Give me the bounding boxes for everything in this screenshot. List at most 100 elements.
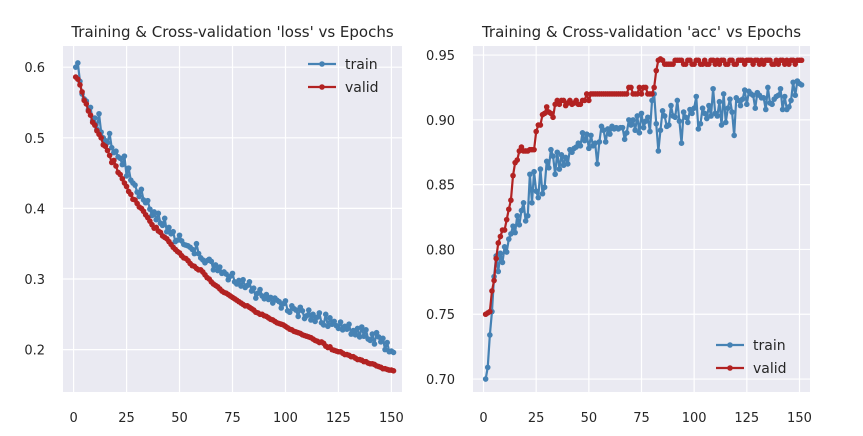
data-point-train [384, 339, 390, 346]
data-point-valid [91, 122, 98, 128]
data-point-train [159, 222, 166, 229]
data-point-train [282, 298, 289, 304]
data-point-train [657, 127, 664, 134]
data-point-valid [653, 67, 660, 74]
data-point-train [312, 318, 318, 325]
data-point-train [701, 110, 708, 117]
data-point-train [539, 190, 546, 197]
data-point-train [361, 333, 367, 340]
data-point-valid [798, 57, 805, 64]
legend-marker-valid [319, 84, 325, 90]
data-point-train [155, 210, 162, 217]
data-point-valid [510, 172, 516, 179]
x-tick-label: 125 [734, 411, 759, 426]
data-point-train [322, 311, 329, 318]
data-point-train [354, 325, 361, 332]
data-point-train [725, 105, 731, 112]
data-point-train [672, 114, 678, 121]
data-point-valid [506, 206, 512, 213]
data-point-train [261, 295, 268, 302]
data-point-valid [501, 227, 508, 233]
data-point-train [267, 294, 274, 301]
data-point-train [706, 102, 712, 109]
data-point-train [579, 130, 586, 136]
data-point-valid [543, 104, 550, 110]
data-point-valid [497, 233, 504, 240]
data-point-train [236, 277, 242, 284]
data-point-train [191, 250, 198, 257]
data-point-train [524, 212, 531, 219]
data-point-train [788, 97, 794, 104]
data-point-train [680, 109, 687, 115]
data-point-train [630, 117, 636, 123]
data-point-train [371, 341, 378, 347]
data-point-train [744, 101, 750, 108]
data-point-train [506, 236, 512, 242]
data-point-valid [491, 277, 497, 284]
data-point-valid [79, 89, 85, 95]
data-point-valid [75, 76, 81, 82]
legend-label-valid: valid [345, 80, 379, 96]
y-tick-label: 0.95 [426, 49, 455, 64]
data-point-train [337, 319, 344, 325]
data-point-train [113, 148, 119, 155]
data-point-train [552, 171, 558, 178]
data-point-train [125, 165, 132, 171]
data-point-train [344, 326, 350, 332]
data-point-train [331, 318, 338, 325]
data-point-valid [634, 91, 641, 97]
chart-title: Training & Cross-validation 'loss' vs Ep… [70, 23, 394, 41]
data-point-train [516, 222, 523, 228]
data-point-train [703, 115, 710, 122]
data-point-valid [541, 110, 548, 117]
data-point-train [762, 106, 769, 113]
data-point-train [792, 92, 799, 99]
data-point-train [310, 311, 316, 318]
data-point-train [512, 229, 518, 236]
data-point-train [781, 93, 788, 100]
data-point-train [144, 197, 151, 204]
data-point-train [216, 264, 223, 270]
data-point-train [645, 114, 651, 121]
data-point-train [497, 250, 504, 257]
data-point-train [543, 158, 550, 165]
data-point-train [556, 166, 563, 172]
data-point-train [161, 215, 168, 222]
x-tick-label: 25 [528, 411, 545, 426]
data-point-valid [85, 108, 92, 114]
data-point-train [390, 349, 397, 356]
data-point-train [537, 166, 544, 172]
y-tick-label: 0.3 [24, 273, 45, 288]
legend-label-train: train [345, 57, 378, 73]
data-point-valid [102, 143, 109, 150]
data-point-train [548, 146, 554, 153]
legend-label-valid: valid [753, 361, 787, 377]
data-point-valid [623, 91, 630, 97]
data-point-train [263, 291, 270, 298]
data-point-train [619, 124, 626, 131]
data-point-train [735, 97, 742, 104]
data-point-train [602, 139, 609, 145]
data-point-train [600, 127, 607, 134]
data-point-train [676, 118, 683, 124]
x-tick-label: 50 [171, 411, 188, 426]
chart-title: Training & Cross-validation 'acc' vs Epo… [481, 23, 801, 41]
x-tick-label: 25 [118, 411, 135, 426]
data-point-valid [628, 84, 634, 91]
data-point-train [269, 300, 276, 306]
data-point-train [626, 117, 632, 123]
x-tick-label: 125 [326, 411, 351, 426]
data-point-train [246, 279, 253, 285]
data-point-valid [106, 152, 113, 159]
data-point-train [607, 131, 613, 137]
data-point-train [586, 145, 592, 152]
data-point-train [240, 276, 246, 283]
data-point-train [775, 92, 782, 99]
data-point-train [91, 115, 98, 121]
data-point-train [121, 153, 128, 159]
data-point-train [668, 102, 674, 109]
data-point-train [106, 130, 113, 137]
data-point-train [682, 114, 689, 121]
data-point-train [689, 110, 695, 117]
data-point-train [375, 334, 382, 340]
